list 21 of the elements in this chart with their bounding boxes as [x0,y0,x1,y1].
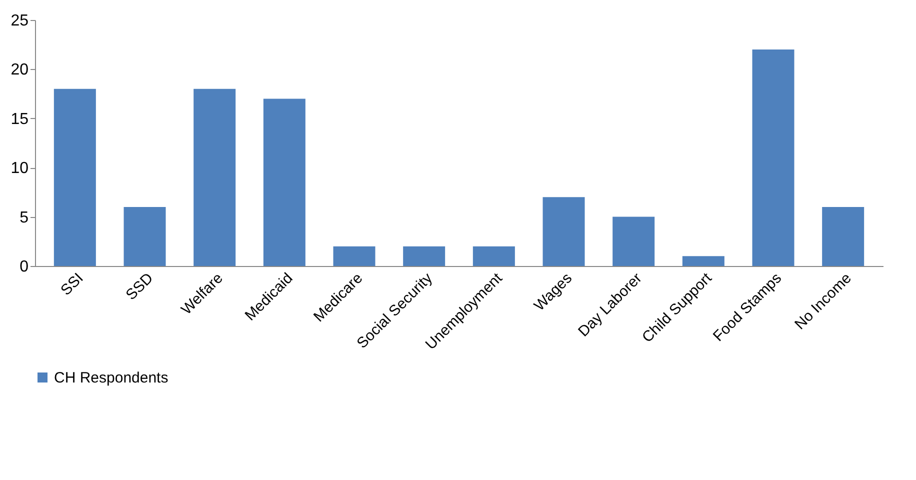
bar [403,246,446,266]
bar [124,206,166,266]
y-tick-label: 20 [10,62,29,79]
bar [822,206,864,266]
y-tick-label: 25 [10,12,29,30]
y-tick-label: 5 [20,209,29,226]
x-tick-label: SSI [58,270,87,299]
bar [263,98,306,266]
bar [752,50,794,266]
bar [682,256,724,266]
y-tick-label: 15 [10,110,29,128]
bar [194,88,236,266]
bar [333,246,376,266]
y-tick-label: 10 [10,160,29,178]
bar [54,88,96,266]
bar [472,246,515,266]
bar [612,216,655,266]
y-tick-label: 0 [20,258,29,276]
bar [542,197,585,266]
legend-label: CH Respondents [54,370,168,386]
x-tick-label: SSD [122,270,157,304]
